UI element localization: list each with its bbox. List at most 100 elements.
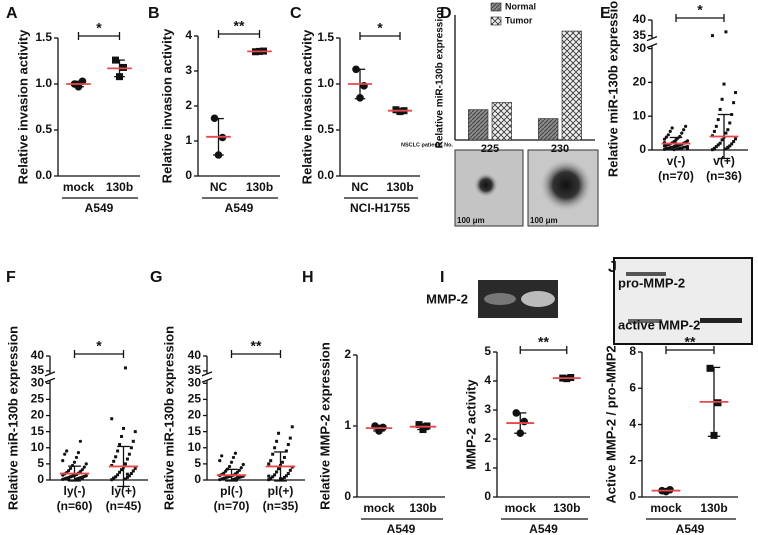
y-tick-label: 5 [194, 456, 201, 470]
data-point [78, 470, 82, 474]
data-point [80, 468, 84, 472]
data-point [275, 439, 279, 443]
data-point [112, 476, 116, 480]
data-point [61, 459, 65, 463]
y-axis-label: Active MMP-2 / pro-MMP2 [603, 345, 618, 503]
data-point [666, 133, 670, 137]
data-point [280, 460, 284, 464]
data-point [133, 430, 137, 434]
x-tick-label: mock [363, 501, 395, 515]
panel-label: J [608, 259, 617, 276]
data-point [271, 452, 275, 456]
gel-label: active MMP-2 [618, 317, 700, 332]
y-tick-label: 25 [188, 392, 202, 406]
data-point [120, 468, 124, 472]
y-tick-label: 1.5 [35, 30, 52, 44]
data-point [231, 455, 236, 460]
data-point [271, 475, 275, 479]
data-point [127, 452, 131, 456]
y-tick-label: 35 [188, 363, 202, 377]
data-point [710, 34, 714, 38]
x-tick-label: 230 [551, 143, 569, 155]
y-tick-label: 0 [639, 142, 646, 156]
data-point [122, 426, 125, 430]
data-point [275, 470, 279, 474]
data-point [120, 63, 127, 71]
y-tick-label: 0 [629, 489, 636, 503]
data-point [123, 462, 127, 466]
significance-label: * [96, 20, 102, 36]
y-tick-label: 15 [188, 424, 202, 438]
data-point [706, 364, 714, 372]
y-tick-label: 25 [31, 392, 45, 406]
data-point [282, 475, 286, 479]
data-point [286, 472, 290, 476]
break-mark [646, 42, 658, 49]
y-tick-label: 35 [633, 28, 647, 42]
data-point [730, 142, 734, 146]
significance-label: * [377, 20, 383, 36]
y-tick-label: 2 [185, 98, 192, 112]
data-point [720, 138, 724, 142]
x-tick-label: 130b [106, 180, 133, 194]
n-label: (n=70) [214, 499, 250, 513]
group-label: A549 [529, 522, 558, 535]
data-point [724, 131, 728, 135]
data-point [728, 144, 732, 148]
significance-label: ** [251, 338, 262, 354]
y-tick-label: 10 [31, 440, 45, 454]
data-point [120, 434, 124, 438]
x-tick-label: 130b [386, 180, 413, 194]
n-label: (n=36) [706, 169, 742, 183]
data-point [712, 129, 716, 133]
data-point [716, 143, 720, 147]
x-tick-label: 225 [481, 143, 499, 155]
x-axis-label: NSCLC patients No. [401, 142, 453, 148]
data-point [277, 431, 281, 435]
panel-label: E [600, 5, 611, 22]
x-tick-label: v(-) [667, 154, 686, 168]
data-point [726, 128, 730, 132]
n-label: (n=70) [658, 169, 694, 183]
break-mark [44, 377, 56, 383]
y-tick-label: 20 [633, 75, 647, 89]
gel-band [626, 272, 666, 276]
bar [468, 109, 489, 141]
y-tick-label: 0.0 [35, 168, 52, 182]
bar [491, 102, 512, 141]
data-point [112, 459, 116, 463]
y-tick-label: 5 [484, 344, 491, 358]
y-tick-label: 10 [633, 108, 647, 122]
y-tick-label: 10 [188, 440, 202, 454]
n-label: (n=60) [57, 499, 93, 513]
y-axis-label: MMP-2 activity [463, 379, 478, 470]
data-point [125, 475, 129, 479]
y-tick-label: 0 [194, 472, 201, 486]
y-tick-label: 0.0 [317, 168, 334, 182]
data-point [118, 470, 122, 474]
data-point [127, 474, 131, 478]
y-tick-label: 35 [31, 363, 45, 377]
panel-label: A [6, 5, 18, 22]
data-point [728, 121, 732, 125]
y-tick-label: 4 [484, 373, 491, 387]
data-point [116, 473, 120, 477]
x-tick-label: mock [505, 501, 537, 515]
data-point [220, 454, 224, 458]
data-point [65, 449, 69, 453]
axis-break [647, 38, 657, 46]
x-tick-label: ly(+) [111, 484, 136, 498]
data-point [734, 91, 738, 95]
data-point [131, 439, 135, 443]
break-mark [201, 377, 213, 383]
y-tick-label: 30 [188, 375, 202, 389]
data-point [222, 477, 226, 481]
y-tick-label: 4 [629, 417, 636, 431]
data-point [668, 129, 672, 134]
data-point [72, 460, 77, 464]
legend-swatch [490, 16, 502, 26]
y-tick-label: 1 [185, 133, 192, 147]
y-tick-label: 4 [185, 28, 192, 42]
y-tick-label: 1 [344, 418, 351, 432]
y-tick-label: 1.5 [317, 30, 334, 44]
